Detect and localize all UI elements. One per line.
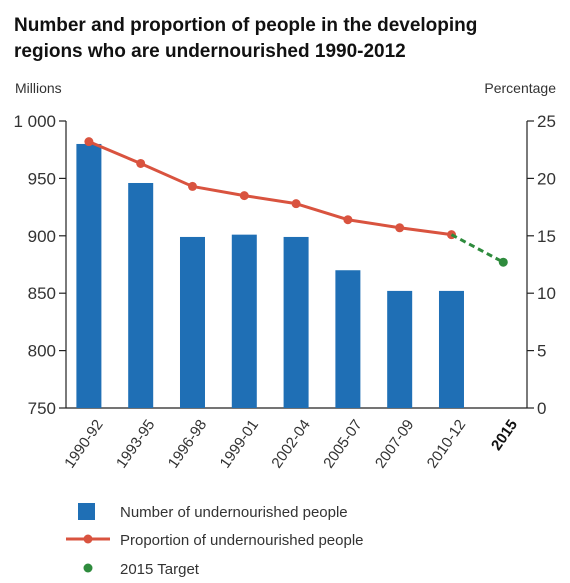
category-label: 2010-12 (424, 417, 470, 472)
category-label: 1996-98 (165, 417, 211, 472)
right-axis-title: Percentage (484, 80, 556, 96)
right-tick-label: 15 (537, 227, 556, 246)
bar (438, 290, 464, 408)
legend-label-bars: Number of undernourished people (120, 504, 348, 521)
legend: Number of undernourished people Proporti… (66, 503, 364, 578)
category-labels: 1990-92 1993-95 1996-98 1999-01 2002-04 2005-… (61, 417, 521, 472)
left-tick-label: 800 (28, 342, 56, 361)
left-tick-label: 850 (28, 284, 56, 303)
chart-title-line-2: regions who are undernourished 1990-2012 (14, 41, 406, 62)
right-tick-label: 25 (537, 112, 556, 131)
legend-swatch-line-marker (83, 534, 93, 544)
bar (76, 143, 102, 408)
target-point (498, 257, 508, 267)
category-label: 2007-09 (372, 417, 418, 472)
category-label: 1999-01 (217, 417, 263, 472)
chart-title-line-1: Number and proportion of people in the d… (14, 15, 477, 36)
category-label: 1993-95 (113, 417, 159, 472)
left-tick-label: 1 000 (13, 112, 56, 131)
legend-label-line: Proportion of undernourished people (120, 532, 364, 549)
category-label: 2015 (488, 417, 521, 454)
target-dashed-line (450, 233, 504, 264)
legend-swatch-bars (78, 503, 95, 520)
bar (283, 236, 309, 408)
bar (128, 182, 154, 408)
right-tick-label: 5 (537, 342, 546, 361)
proportion-point (239, 191, 249, 201)
bar (387, 290, 413, 408)
proportion-line (88, 140, 452, 237)
bar (231, 234, 257, 408)
right-tick-label: 0 (537, 399, 546, 418)
proportion-point (291, 199, 301, 209)
category-label: 2002-04 (268, 417, 314, 472)
category-label: 2005-07 (320, 417, 366, 472)
proportion-point (136, 158, 146, 168)
line-series (84, 137, 456, 240)
proportion-point (187, 181, 197, 191)
right-tick-label: 10 (537, 284, 556, 303)
legend-label-target: 2015 Target (120, 561, 200, 578)
bar (335, 270, 361, 408)
right-tick-label: 20 (537, 169, 556, 188)
proportion-point (84, 137, 94, 147)
tick-labels: 750 800 850 900 950 1 000 0 5 10 15 20 25 (13, 112, 555, 418)
left-tick-label: 950 (28, 169, 56, 188)
bar-series (76, 143, 464, 408)
proportion-point (395, 223, 405, 233)
proportion-point (343, 215, 353, 225)
bar (179, 236, 205, 408)
legend-swatch-target (83, 563, 93, 573)
category-label: 1990-92 (61, 417, 107, 472)
left-tick-label: 900 (28, 227, 56, 246)
point-series (450, 233, 508, 267)
left-tick-label: 750 (28, 399, 56, 418)
left-axis-title: Millions (15, 80, 62, 96)
